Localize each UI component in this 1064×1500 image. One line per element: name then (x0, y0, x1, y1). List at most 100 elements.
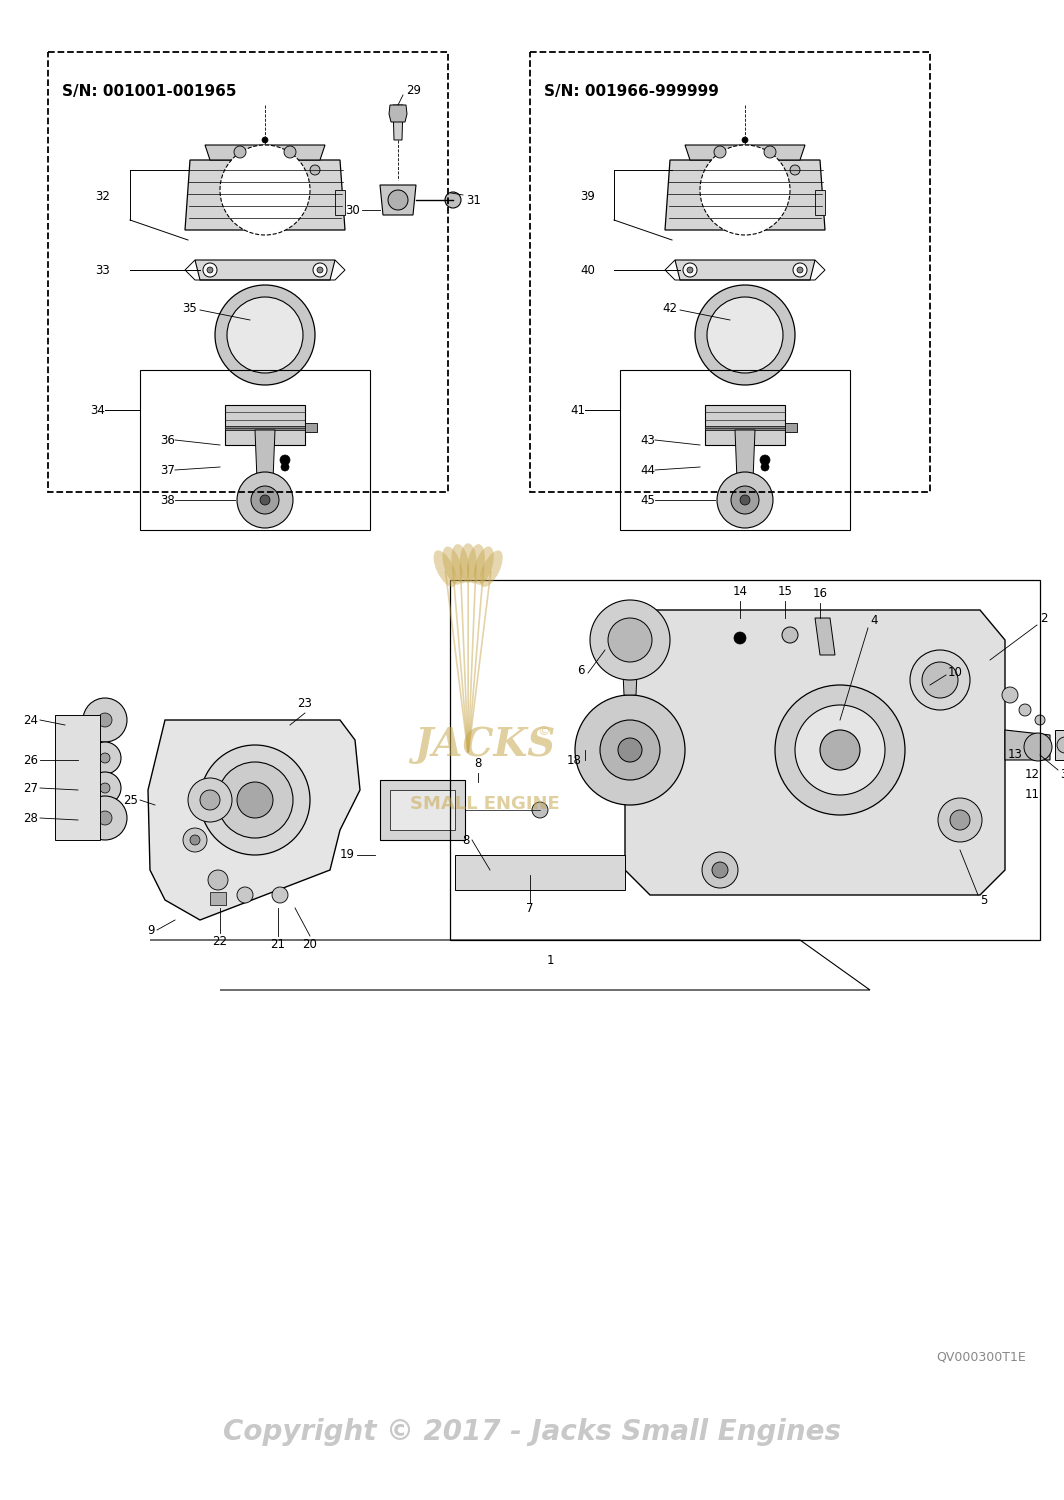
Circle shape (89, 772, 121, 804)
Circle shape (706, 297, 783, 374)
Text: JACKS: JACKS (415, 726, 555, 764)
Polygon shape (785, 423, 797, 432)
Ellipse shape (443, 546, 463, 585)
Polygon shape (225, 405, 305, 445)
Circle shape (200, 746, 310, 855)
Circle shape (234, 146, 246, 158)
Circle shape (789, 165, 800, 176)
Polygon shape (55, 716, 100, 840)
Text: 10: 10 (948, 666, 963, 678)
Polygon shape (305, 423, 317, 432)
Text: 37: 37 (160, 464, 174, 477)
Text: QV000300T1E: QV000300T1E (936, 1352, 1026, 1364)
Circle shape (950, 810, 970, 830)
Circle shape (938, 798, 982, 842)
Circle shape (310, 165, 320, 176)
Circle shape (742, 136, 748, 142)
Circle shape (98, 712, 112, 728)
Ellipse shape (473, 546, 494, 585)
Circle shape (100, 753, 110, 764)
Circle shape (1002, 687, 1018, 703)
Circle shape (739, 495, 750, 506)
Circle shape (731, 486, 759, 514)
Circle shape (687, 267, 693, 273)
Circle shape (215, 285, 315, 386)
Text: Copyright © 2017 - Jacks Small Engines: Copyright © 2017 - Jacks Small Engines (223, 1419, 841, 1446)
Text: 1: 1 (546, 954, 553, 966)
Text: 12: 12 (1025, 768, 1040, 782)
Circle shape (313, 262, 327, 278)
Text: 42: 42 (662, 302, 677, 315)
Polygon shape (195, 260, 335, 280)
Circle shape (217, 762, 293, 839)
Circle shape (207, 870, 228, 889)
Text: 33: 33 (96, 264, 110, 276)
Polygon shape (380, 780, 465, 840)
Circle shape (237, 886, 253, 903)
Polygon shape (390, 790, 455, 830)
Polygon shape (685, 146, 805, 160)
Text: 9: 9 (148, 924, 155, 936)
Circle shape (717, 472, 774, 528)
Circle shape (281, 464, 289, 471)
Text: 39: 39 (580, 190, 595, 204)
Ellipse shape (460, 543, 477, 584)
Text: 35: 35 (182, 302, 197, 315)
Polygon shape (205, 146, 325, 160)
Circle shape (910, 650, 970, 710)
Circle shape (1024, 734, 1052, 760)
Text: 44: 44 (641, 464, 655, 477)
Circle shape (591, 600, 670, 680)
Ellipse shape (433, 550, 456, 586)
Circle shape (714, 146, 726, 158)
Circle shape (922, 662, 958, 698)
Circle shape (575, 694, 685, 806)
Circle shape (272, 886, 288, 903)
Circle shape (695, 285, 795, 386)
Circle shape (618, 738, 642, 762)
Polygon shape (705, 405, 785, 445)
Text: S/N: 001001-001965: S/N: 001001-001965 (62, 84, 236, 99)
Text: 43: 43 (641, 433, 655, 447)
Text: 26: 26 (23, 753, 38, 766)
Text: 20: 20 (302, 938, 317, 951)
Text: 25: 25 (123, 794, 138, 807)
Circle shape (207, 267, 213, 273)
Circle shape (820, 730, 860, 770)
Polygon shape (735, 430, 755, 480)
Text: 31: 31 (466, 194, 481, 207)
Polygon shape (255, 430, 275, 480)
Circle shape (1019, 704, 1031, 716)
Circle shape (797, 267, 803, 273)
Text: 36: 36 (160, 433, 174, 447)
Circle shape (200, 790, 220, 810)
Polygon shape (675, 260, 815, 280)
Circle shape (608, 618, 652, 662)
Circle shape (1035, 716, 1045, 724)
Text: 28: 28 (23, 812, 38, 825)
Text: 19: 19 (340, 849, 355, 861)
Text: 6: 6 (578, 663, 585, 676)
Circle shape (761, 464, 769, 471)
Polygon shape (389, 105, 408, 122)
Text: 5: 5 (980, 894, 987, 906)
Text: 16: 16 (813, 586, 828, 600)
Circle shape (203, 262, 217, 278)
Text: 8: 8 (475, 758, 482, 770)
Circle shape (683, 262, 697, 278)
Circle shape (188, 778, 232, 822)
Circle shape (600, 720, 660, 780)
Text: 13: 13 (1008, 748, 1023, 762)
Text: 21: 21 (270, 938, 285, 951)
Circle shape (793, 262, 807, 278)
Circle shape (764, 146, 776, 158)
Polygon shape (210, 892, 226, 904)
Circle shape (237, 782, 273, 818)
Text: 45: 45 (641, 494, 655, 507)
Circle shape (782, 627, 798, 644)
Text: 8: 8 (463, 834, 470, 846)
Circle shape (702, 852, 738, 888)
Text: 23: 23 (298, 698, 313, 709)
Text: 27: 27 (23, 782, 38, 795)
Text: 24: 24 (23, 714, 38, 726)
